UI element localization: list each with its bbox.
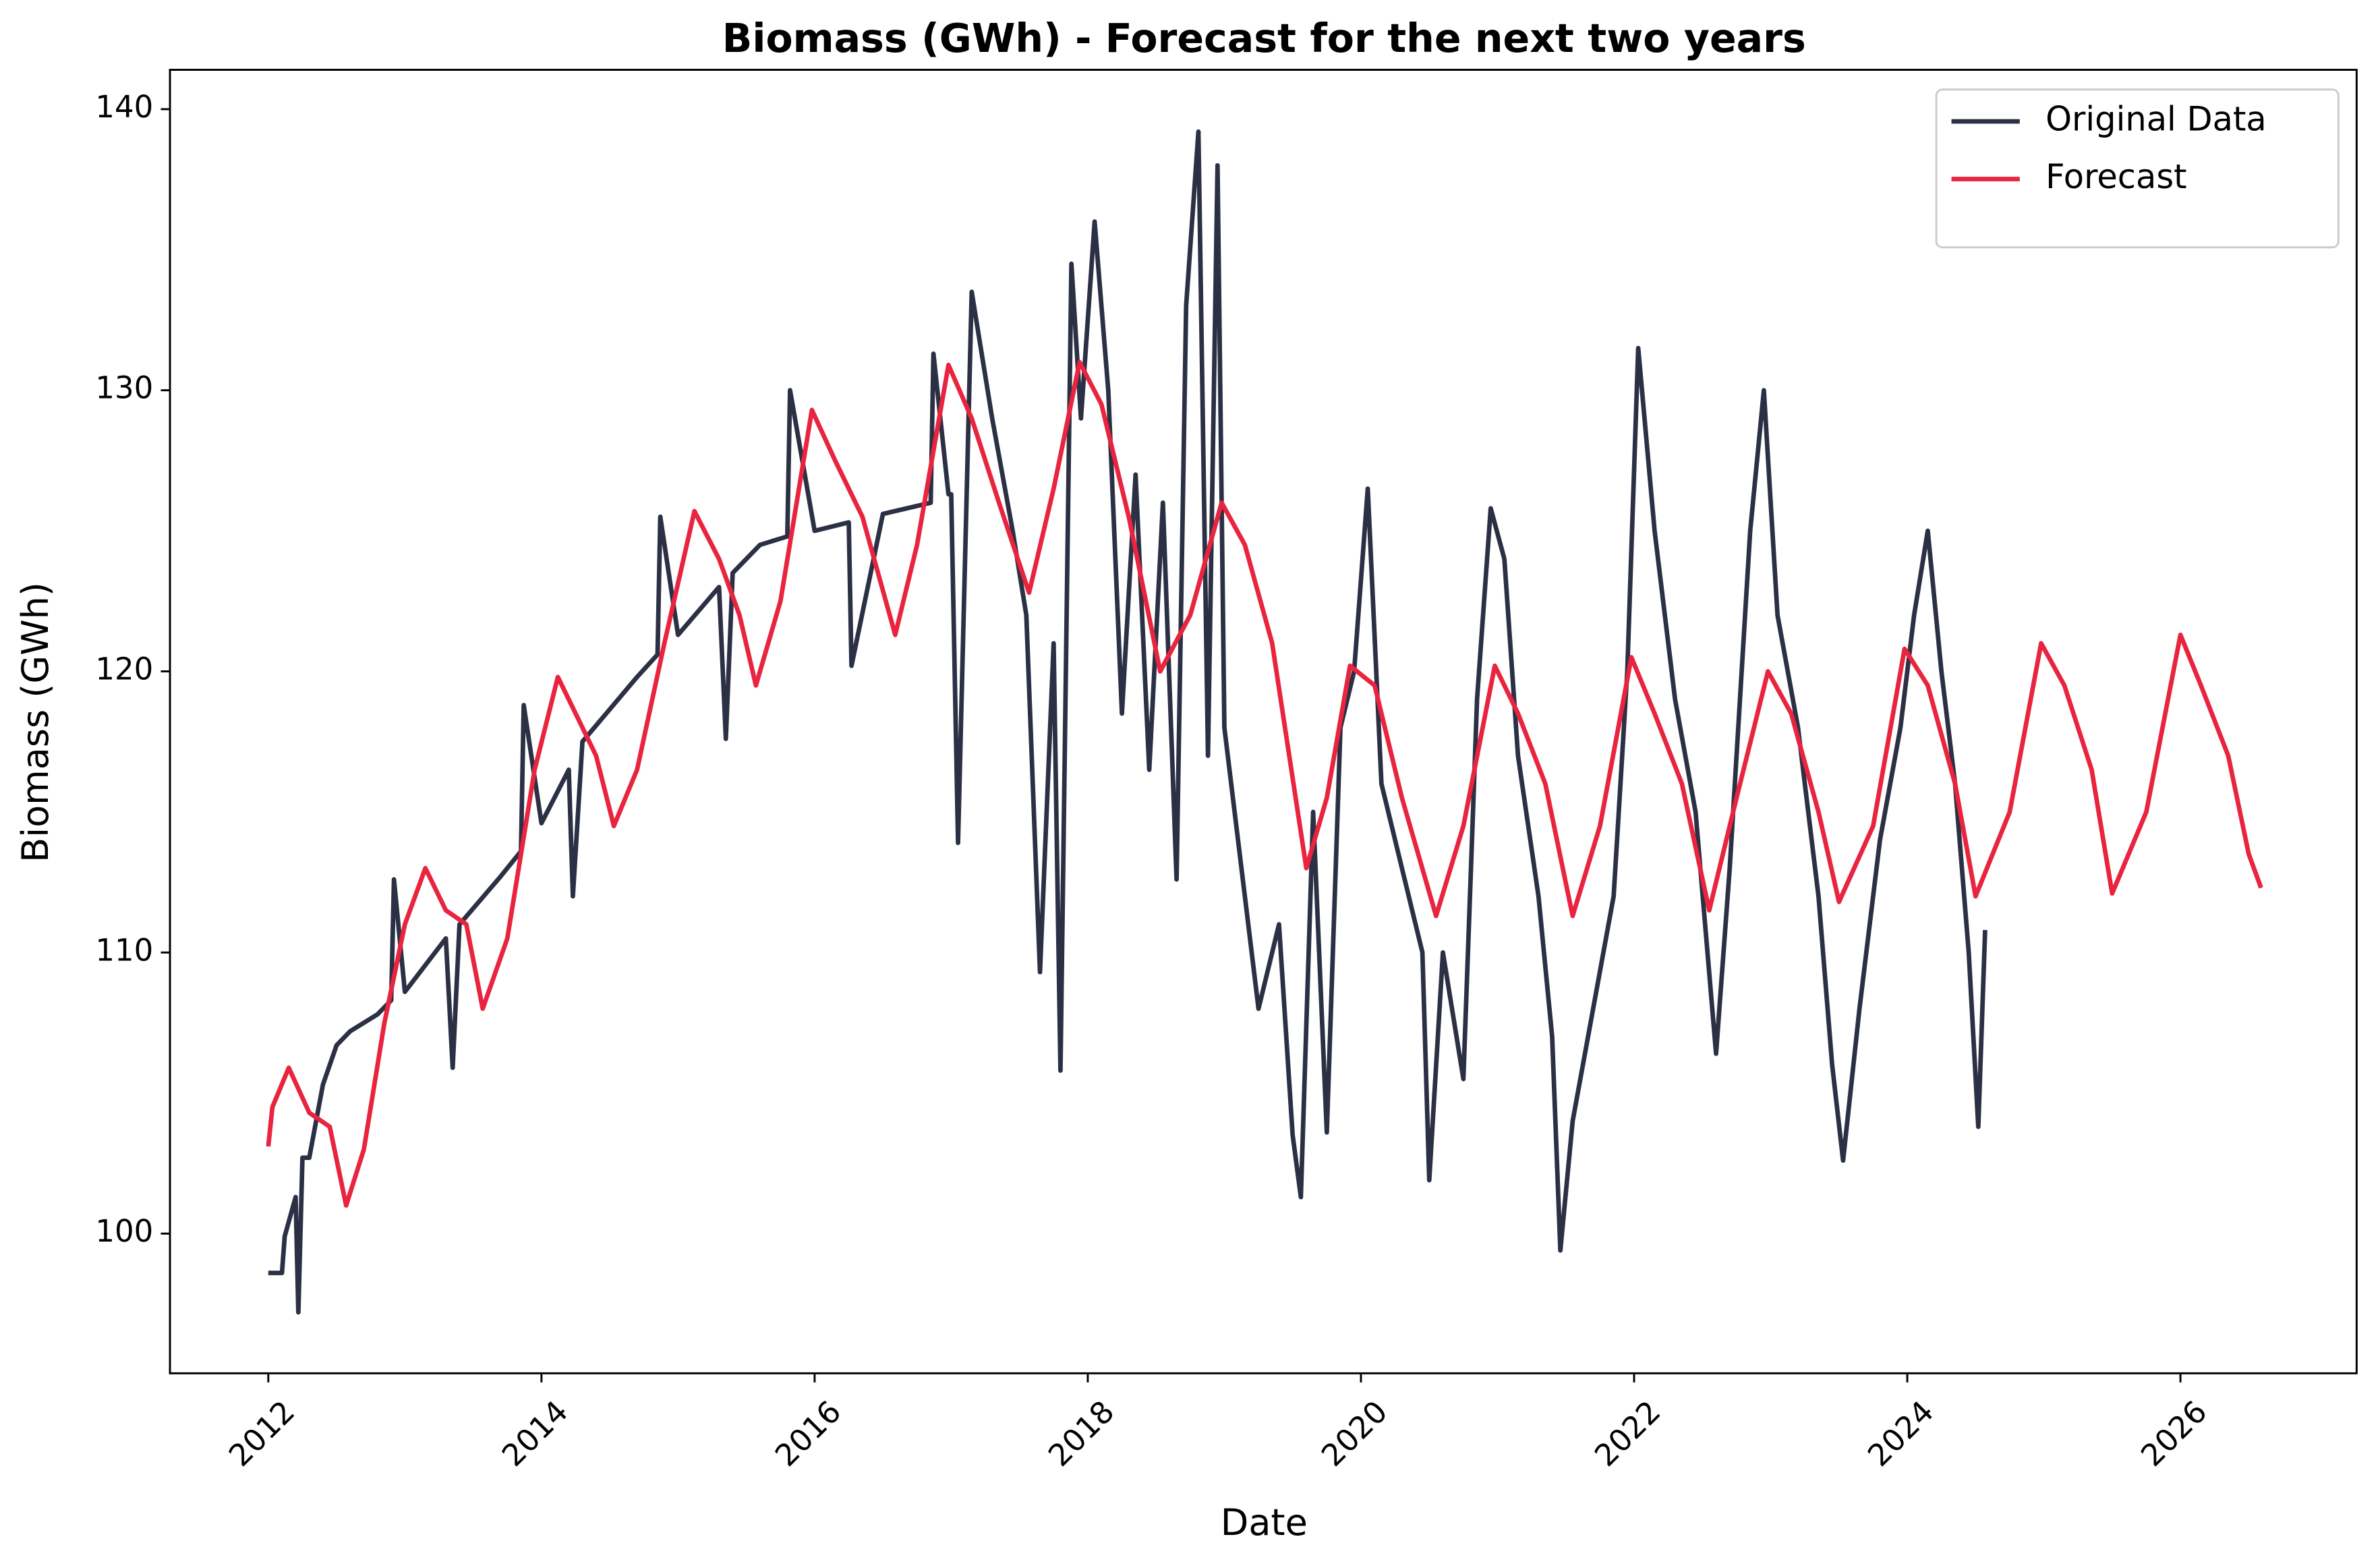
series-line — [266, 359, 2263, 1208]
y-tick-label: 130 — [95, 370, 153, 406]
legend-label: Forecast — [2045, 157, 2186, 196]
y-tick-label: 120 — [95, 651, 153, 687]
y-tick-label: 140 — [95, 89, 153, 125]
plot-frame — [169, 69, 2358, 1374]
x-tick-label: 2012 — [222, 1393, 301, 1473]
legend-box — [1935, 88, 2340, 249]
x-tick-label: 2014 — [495, 1393, 575, 1473]
chart-title: Biomass (GWh) - Forecast for the next tw… — [722, 16, 1806, 61]
plot-area — [266, 129, 2263, 1315]
series-line — [268, 129, 1987, 1315]
x-tick-label: 2018 — [1041, 1393, 1121, 1473]
x-axis-label: Date — [1221, 1501, 1308, 1544]
y-axis-label: Biomass (GWh) — [14, 582, 57, 863]
x-tick-label: 2020 — [1314, 1393, 1394, 1473]
x-tick-label: 2026 — [2134, 1393, 2213, 1473]
x-tick-label: 2022 — [1588, 1393, 1667, 1473]
legend-label: Original Data — [2045, 100, 2267, 139]
x-tick-label: 2016 — [768, 1393, 848, 1473]
x-tick-label: 2024 — [1861, 1393, 1940, 1473]
y-tick-label: 110 — [95, 932, 153, 968]
y-tick-label: 100 — [95, 1213, 153, 1249]
